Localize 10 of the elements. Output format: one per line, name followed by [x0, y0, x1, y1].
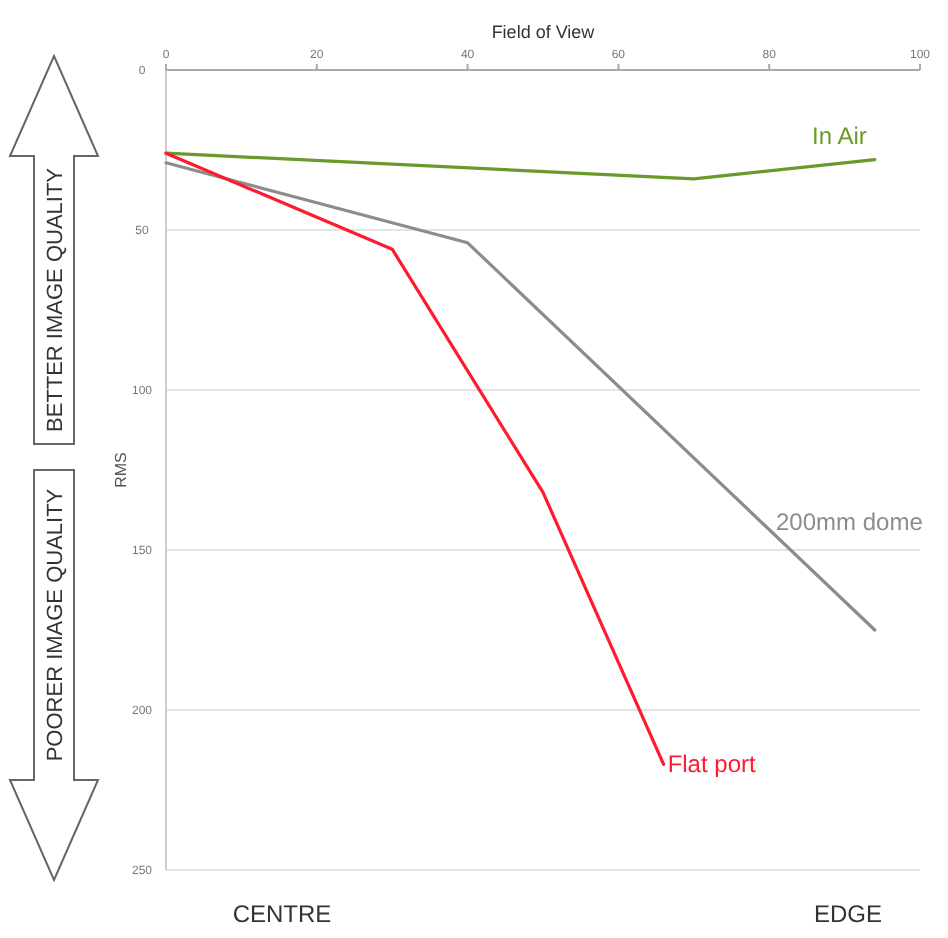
line-series: [164, 151, 666, 766]
x-axis-title: Field of View: [491, 22, 596, 42]
text: BETTER IMAGE QUALITY: [44, 166, 68, 433]
series-label: Flat port: [667, 750, 757, 779]
text: CENTRE: [232, 900, 332, 928]
y-axis-title: RMS: [112, 452, 130, 488]
text: POORER IMAGE QUALITY: [44, 487, 68, 762]
series-label: In Air: [812, 121, 867, 150]
text: EDGE: [813, 900, 883, 928]
series-label: 200mm dome: [776, 508, 924, 536]
